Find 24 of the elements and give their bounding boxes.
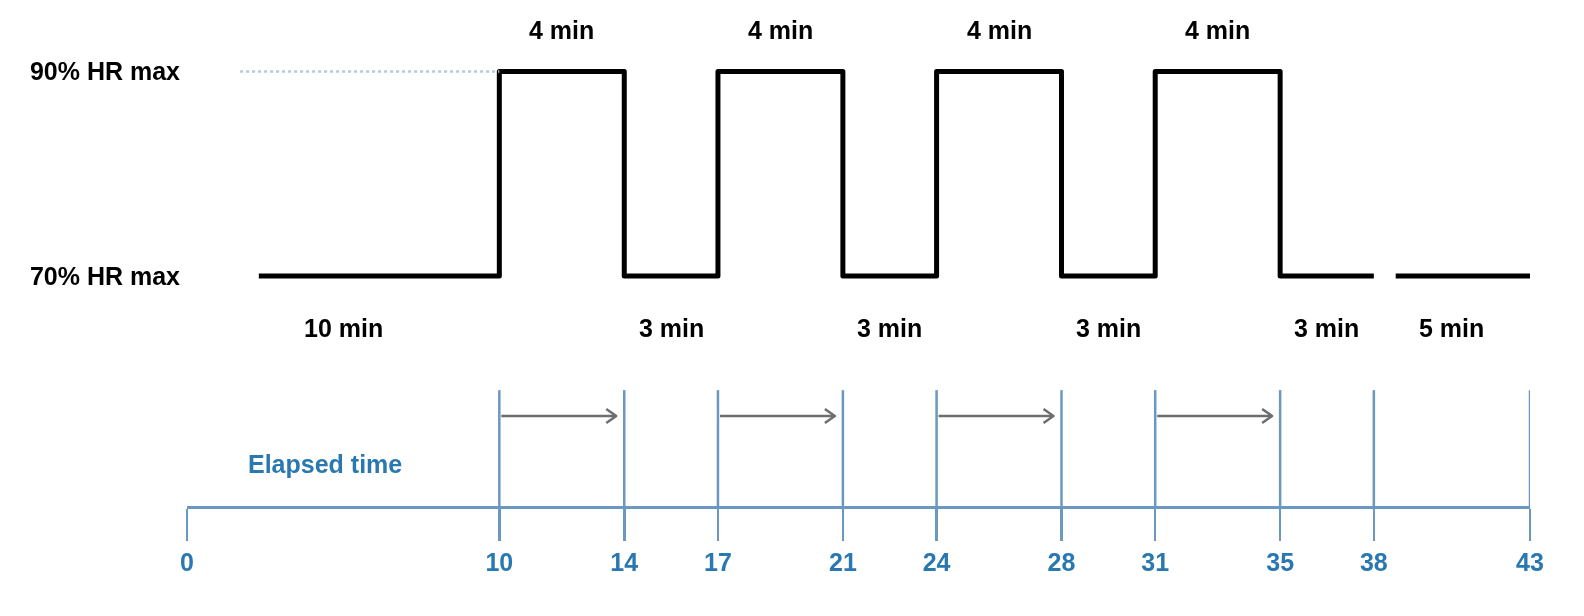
- x-tick-label: 21: [828, 547, 857, 576]
- annotation: 5 min: [1419, 314, 1485, 342]
- x-tick-label: 43: [1516, 547, 1544, 576]
- x-tick-label: 10: [485, 547, 514, 576]
- y-tick-label: 90% HR max: [29, 57, 181, 86]
- annotation: 4 min: [748, 16, 814, 44]
- annotation: 3 min: [857, 314, 923, 342]
- x-tick-label: 17: [704, 547, 732, 576]
- x-tick-label: 0: [180, 547, 194, 576]
- x-tick-label: 35: [1266, 547, 1295, 576]
- x-tick-label: 14: [610, 547, 639, 576]
- x-axis-title: Elapsed time: [248, 450, 403, 478]
- x-tick-label: 28: [1047, 547, 1076, 576]
- y-tick-label: 70% HR max: [29, 261, 181, 290]
- annotation: 4 min: [529, 16, 595, 44]
- annotation: 3 min: [1294, 314, 1360, 342]
- annotation: 3 min: [639, 314, 705, 342]
- x-tick-label: 24: [922, 547, 951, 576]
- x-tick-label: 31: [1141, 547, 1170, 576]
- annotation: 10 min: [304, 314, 384, 342]
- x-tick-label: 38: [1359, 547, 1388, 576]
- annotation: 3 min: [1076, 314, 1142, 342]
- annotation: 4 min: [1185, 16, 1251, 44]
- annotation: 4 min: [967, 16, 1033, 44]
